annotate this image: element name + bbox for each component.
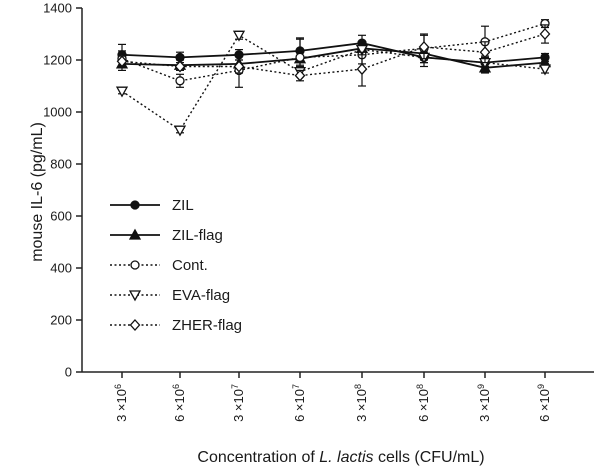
y-tick-label: 200 <box>50 313 72 328</box>
legend-marker <box>130 260 140 270</box>
legend-item: ZIL-flag <box>110 227 223 244</box>
x-axis-title-species: L. lactis <box>319 449 373 466</box>
data-point <box>294 69 306 82</box>
data-point <box>232 30 246 42</box>
x-tick-label: 3 ×106 <box>113 384 129 422</box>
legend-item: EVA-flag <box>110 287 230 304</box>
data-point <box>539 28 551 40</box>
x-tick-label: 6 ×108 <box>415 384 431 422</box>
data-point <box>175 76 185 86</box>
legend-label: ZIL <box>172 197 194 214</box>
x-axis-title-part-3: cells (CFU/mL) <box>374 449 485 466</box>
legend-label: ZHER-flag <box>172 317 242 334</box>
y-tick-label: 600 <box>50 209 72 224</box>
x-tick-label: 6 ×109 <box>536 384 552 422</box>
y-axis-ticks: 0 200 400 600 800 1000 1200 1400 <box>43 1 82 380</box>
axes <box>81 8 594 373</box>
data-point <box>116 55 128 68</box>
x-tick-label: 3 ×109 <box>476 384 492 422</box>
legend-marker <box>130 200 140 210</box>
x-axis-title: Concentration of L. lactis cells (CFU/mL… <box>197 449 484 466</box>
series-line <box>121 47 546 69</box>
legend-item: Cont. <box>110 257 208 274</box>
x-axis-ticks: 3 ×106 6 ×106 3 ×107 6 ×107 3 ×108 6 ×108 3 ×1… <box>113 372 552 422</box>
y-tick-label: 1000 <box>43 105 72 120</box>
series-line <box>121 33 546 77</box>
data-point <box>173 125 187 137</box>
data-point <box>233 60 245 73</box>
y-tick-label: 800 <box>50 157 72 172</box>
data-point <box>479 46 491 59</box>
y-tick-label: 1400 <box>43 1 72 16</box>
legend-item: ZIL <box>110 197 194 214</box>
series-line <box>121 22 546 82</box>
series-line <box>121 34 546 132</box>
y-tick-label: 400 <box>50 261 72 276</box>
y-axis-title: mouse IL-6 (pg/mL) <box>29 122 46 262</box>
y-tick-label: 1200 <box>43 53 72 68</box>
x-tick-label: 6 ×107 <box>291 384 307 422</box>
series-zher-flag <box>116 24 551 87</box>
data-point <box>174 60 186 73</box>
legend-marker <box>129 319 141 331</box>
y-tick-label: 0 <box>65 365 72 380</box>
legend-label: Cont. <box>172 257 208 274</box>
legend-label: ZIL-flag <box>172 227 223 244</box>
legend-marker <box>128 290 142 302</box>
x-axis-title-part-1: Concentration of <box>197 449 319 466</box>
x-tick-label: 3 ×107 <box>230 384 246 422</box>
data-point <box>418 41 430 53</box>
data-point <box>115 86 129 98</box>
legend: ZIL ZIL-flag Cont. EVA-flag ZHER-flag <box>110 197 242 334</box>
legend-label: EVA-flag <box>172 287 230 304</box>
data-point <box>355 44 369 56</box>
data-point <box>356 63 368 76</box>
legend-item: ZHER-flag <box>110 317 242 334</box>
series-layer <box>115 18 552 137</box>
legend-marker <box>128 228 142 240</box>
x-tick-label: 6 ×106 <box>171 384 187 422</box>
x-tick-label: 3 ×108 <box>353 384 369 422</box>
data-point <box>295 52 305 63</box>
data-point <box>538 64 552 76</box>
